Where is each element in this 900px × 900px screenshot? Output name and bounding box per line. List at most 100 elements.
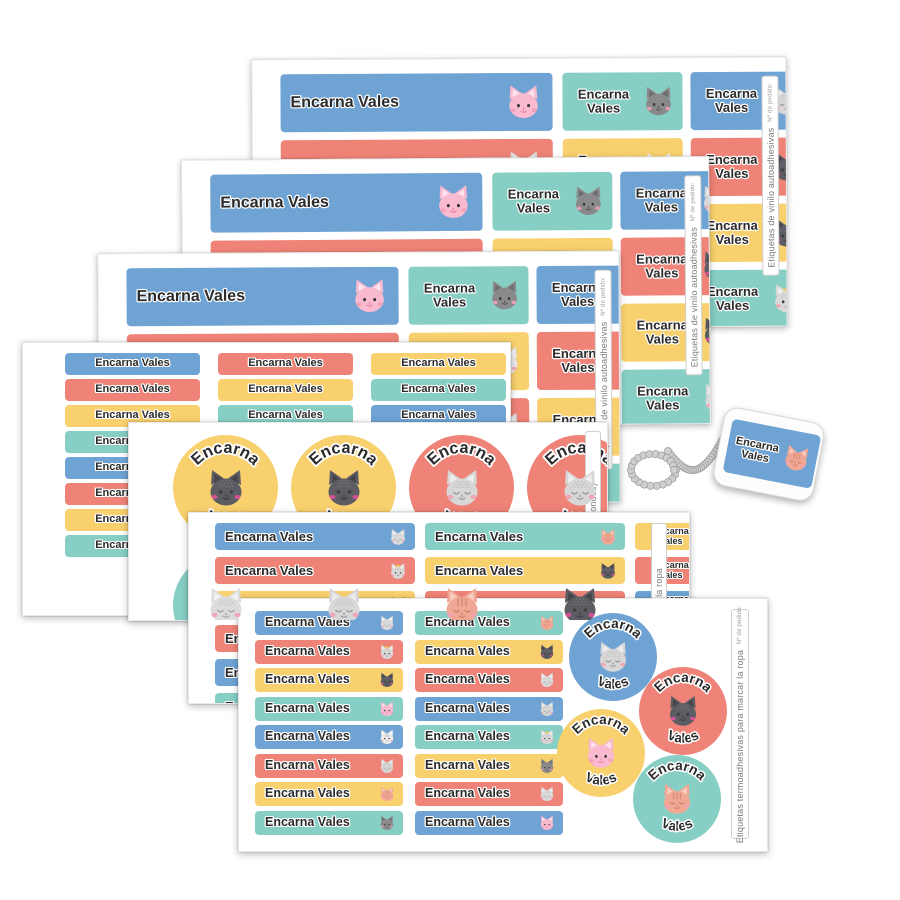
name-label-text: Encarna Vales <box>265 786 350 801</box>
dark-gray-cat-icon <box>597 560 619 582</box>
keychain-label: Encarna Vales <box>722 418 822 489</box>
white-sleepy-cat-icon <box>437 463 487 513</box>
name-label[interactable]: Encarna Vales <box>65 353 200 375</box>
name-label-text: Encarna Vales <box>225 562 314 578</box>
crown-cat-icon <box>377 642 397 662</box>
gray-cat-icon <box>484 275 524 315</box>
pink-cat-icon <box>537 813 557 833</box>
crown-cat-icon <box>537 727 557 747</box>
name-label[interactable]: Encarna Vales <box>255 810 403 835</box>
name-label-text: Encarna Vales <box>265 643 350 658</box>
name-label-text: Encarna Vales <box>265 700 350 715</box>
name-label[interactable]: Encarna Vales <box>415 753 563 778</box>
name-label-text: Encarna Vales <box>425 729 510 744</box>
pink-cat-icon <box>377 699 397 719</box>
name-label[interactable]: Encarna Vales <box>415 810 563 835</box>
pink-cat-icon <box>580 732 622 774</box>
svg-text:Vales: Vales <box>595 673 631 692</box>
name-label-text: Encarna Vales <box>290 93 400 111</box>
ginger-cat-icon <box>377 784 397 804</box>
name-label[interactable]: Encarna Vales <box>255 639 403 664</box>
name-label-text: Encarna Vales <box>265 672 350 687</box>
name-label[interactable]: Encarna Vales <box>280 72 553 133</box>
name-label[interactable]: Encarna Vales <box>255 753 403 778</box>
sheet-caption-text: Etiquetas de vinilo autoadhesivas <box>765 127 776 269</box>
white-fluffy-cat-icon <box>387 526 409 548</box>
name-label-text: Encarna Vales <box>265 814 350 829</box>
name-label[interactable]: Encarna Vales <box>255 611 403 635</box>
dark-gray-cat-icon <box>201 463 251 513</box>
keychain-name-text: Encarna Vales <box>734 434 780 466</box>
name-label[interactable]: Encarna Vales <box>255 668 403 692</box>
order-number-text: Nº de pedido: <box>766 83 774 123</box>
ginger-cat-icon <box>656 778 698 820</box>
name-label-text: Encarna Vales <box>425 814 510 829</box>
dark-gray-cat-icon <box>662 690 704 732</box>
name-label[interactable]: Encarna Vales <box>65 379 200 401</box>
name-label[interactable]: Encarna Vales <box>215 557 415 584</box>
keychain-tag[interactable]: Encarna Vales <box>711 405 827 504</box>
name-label[interactable]: Encarna Vales <box>371 379 506 401</box>
name-label[interactable]: Encarna Vales <box>415 639 563 664</box>
name-label-text: Encarna Vales <box>220 193 329 212</box>
name-label[interactable]: Encarna Vales <box>210 172 483 233</box>
striped-cat-icon <box>377 727 397 747</box>
pink-cat-icon <box>500 79 546 125</box>
name-label-text: Encarna Vales <box>401 383 476 396</box>
name-label-text: Encarna Vales <box>225 528 314 544</box>
crown-cat-icon <box>387 560 409 582</box>
name-label-text: Encarna Vales <box>401 409 476 422</box>
name-label[interactable]: Encarna Vales <box>218 405 353 427</box>
gray-cat-icon <box>377 813 397 833</box>
name-label[interactable]: Encarna Vales <box>218 353 353 375</box>
name-label-text: Encarna Vales <box>425 643 510 658</box>
name-label-text: Encarna Vales <box>425 672 510 687</box>
name-label[interactable]: Encarna Vales <box>415 668 563 692</box>
name-label-text: Encarna Vales <box>95 409 170 422</box>
name-label-text: Encarna Vales <box>425 700 510 715</box>
name-label[interactable]: Encarna Vales <box>65 405 200 427</box>
name-label[interactable]: Encarna Vales <box>415 611 563 635</box>
sheet-caption-text: Etiquetas termoadhesivas para marcar la … <box>735 649 745 844</box>
pink-cat-icon <box>430 179 476 225</box>
name-label-text: Encarna Vales <box>265 615 350 630</box>
name-label[interactable]: Encarna Vales <box>126 266 399 327</box>
sheet-caption-text: Etiquetas de vinilo autoadhesivas <box>688 227 700 368</box>
sheet-thermo[interactable]: Encarna Vales Encarna Vales Encarna Vales E… <box>238 598 768 852</box>
name-label-text: Encarna Vales <box>435 562 524 578</box>
name-label[interactable]: Encarna Vales <box>218 379 353 401</box>
name-label-text: Encarna Vales <box>95 383 170 396</box>
name-label-text: Encarna Vales <box>248 383 323 396</box>
name-label-text: Encarna Vales <box>425 786 510 801</box>
ginger-cat-icon <box>597 526 619 548</box>
name-label[interactable]: Encarna Vales <box>255 782 403 806</box>
dark-gray-cat-icon <box>377 670 397 690</box>
name-label[interactable]: Encarna Vales <box>415 782 563 806</box>
name-label[interactable]: Encarna Vales <box>255 725 403 749</box>
name-label[interactable]: Encarna Vales <box>415 725 563 749</box>
white-fluffy-cat-icon <box>377 613 397 633</box>
name-label[interactable]: Encarna Vales <box>371 405 506 427</box>
name-label[interactable]: Encarna Vales <box>415 696 563 721</box>
name-label[interactable]: Encarna Vales <box>371 353 506 375</box>
name-label-text: Encarna Vales <box>95 357 170 370</box>
dark-gray-cat-icon <box>537 642 557 662</box>
gray-cat-icon <box>568 181 608 221</box>
name-label[interactable]: Encarna Vales <box>425 523 625 550</box>
white-sleepy-cat-icon <box>319 581 369 620</box>
name-label[interactable]: Encarna Vales <box>215 523 415 550</box>
name-label[interactable]: Encarna Vales <box>255 696 403 721</box>
name-label-text: Encarna Vales <box>248 357 323 370</box>
keychain-ball-chain <box>618 418 738 508</box>
name-label[interactable]: Encarna Vales <box>425 557 625 584</box>
